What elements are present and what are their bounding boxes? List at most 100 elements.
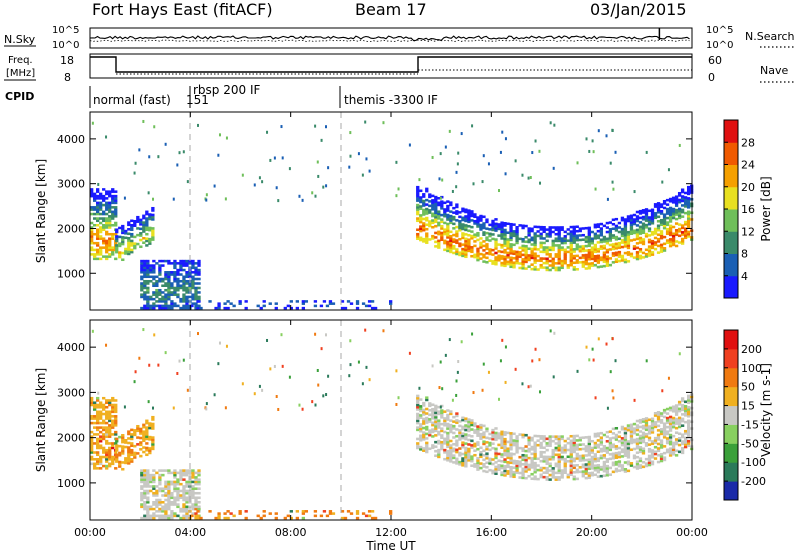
power-cell <box>214 306 218 310</box>
velocity-cell <box>605 464 610 468</box>
power-cell <box>476 249 480 253</box>
power-cell <box>194 288 198 292</box>
velocity-cell <box>93 401 97 405</box>
velocity-cell <box>460 340 463 344</box>
power-cell <box>683 200 688 204</box>
velocity-cell <box>167 491 171 495</box>
velocity-cell <box>680 397 685 400</box>
power-cell <box>182 282 186 285</box>
power-cell <box>650 210 655 214</box>
power-cell <box>452 247 456 250</box>
power-cell <box>569 245 573 249</box>
velocity-cell <box>440 416 444 419</box>
velocity-cell <box>587 453 591 457</box>
power-cell <box>142 236 146 240</box>
velocity-cell <box>514 367 517 371</box>
velocity-cell <box>614 456 619 459</box>
velocity-cell <box>458 463 462 466</box>
power-cell <box>152 268 156 272</box>
velocity-cell <box>434 445 438 448</box>
velocity-cell <box>626 460 631 464</box>
velocity-cell <box>136 436 140 439</box>
velocity-cell <box>133 431 137 434</box>
power-cell <box>370 306 375 310</box>
velocity-cell <box>497 463 501 467</box>
velocity-cell <box>545 444 549 447</box>
power-cell <box>146 266 150 270</box>
power-cell <box>458 253 462 257</box>
velocity-cell <box>416 417 420 420</box>
power-cell <box>488 239 492 242</box>
power-cell <box>111 237 115 240</box>
power-cell <box>105 248 109 252</box>
velocity-cell <box>572 439 576 442</box>
power-cell <box>599 233 604 237</box>
velocity-cell <box>461 464 465 467</box>
velocity-cell <box>497 397 500 401</box>
power-cell <box>340 300 345 303</box>
velocity-cell <box>194 476 198 479</box>
power-cell <box>136 227 140 230</box>
power-cell <box>425 216 429 220</box>
power-cell <box>143 304 147 308</box>
velocity-cell <box>524 456 528 460</box>
power-cell <box>134 161 137 165</box>
power-cell <box>464 251 468 254</box>
power-cell <box>653 214 658 217</box>
power-cell <box>485 261 489 264</box>
power-cell <box>105 135 108 139</box>
power-cell <box>671 196 676 200</box>
power-cell <box>449 239 453 243</box>
velocity-cell <box>617 451 622 454</box>
power-cell <box>114 257 118 261</box>
velocity-cell <box>515 437 519 440</box>
power-cell <box>524 235 528 239</box>
power-cell <box>96 212 100 216</box>
power-cell <box>572 268 576 271</box>
velocity-heatmap-cells <box>90 328 694 520</box>
velocity-cell <box>476 459 480 462</box>
velocity-cell <box>111 455 115 459</box>
range-tick-label: 1000 <box>57 477 85 490</box>
power-cell <box>455 170 458 174</box>
power-cell <box>656 237 661 241</box>
velocity-cell <box>587 438 591 441</box>
velocity-cell <box>105 405 109 409</box>
velocity-cell <box>686 444 691 447</box>
power-cell <box>476 252 480 255</box>
power-cell <box>99 250 103 254</box>
power-cell <box>139 223 143 226</box>
power-cell <box>274 306 278 310</box>
velocity-cell <box>464 464 468 468</box>
velocity-cell <box>105 426 109 429</box>
power-cell <box>548 255 552 258</box>
power-cell <box>602 238 607 241</box>
power-cell <box>179 266 183 270</box>
power-cell <box>659 232 664 235</box>
velocity-cell <box>148 435 152 439</box>
velocity-cell <box>99 462 103 466</box>
velocity-cell <box>115 460 119 463</box>
power-cell <box>683 234 688 237</box>
power-cell <box>596 229 600 233</box>
power-cell <box>428 200 432 203</box>
velocity-cell <box>614 438 619 441</box>
freq-label-line2: [MHz] <box>6 68 35 79</box>
power-cell <box>197 259 201 263</box>
power-cell <box>588 149 591 153</box>
velocity-cell <box>301 407 304 411</box>
power-cell <box>199 306 203 310</box>
velocity-cell <box>509 470 513 474</box>
power-cell <box>518 266 522 270</box>
velocity-cell <box>599 474 604 478</box>
velocity-cell <box>479 432 483 436</box>
power-cell <box>105 192 109 196</box>
power-cell <box>504 172 507 176</box>
velocity-cell <box>349 339 352 343</box>
power-cell <box>662 220 667 223</box>
power-cell <box>611 227 616 231</box>
velocity-cell <box>313 510 318 513</box>
power-cell <box>614 258 619 261</box>
power-cell <box>674 195 679 198</box>
velocity-cell <box>683 414 688 417</box>
